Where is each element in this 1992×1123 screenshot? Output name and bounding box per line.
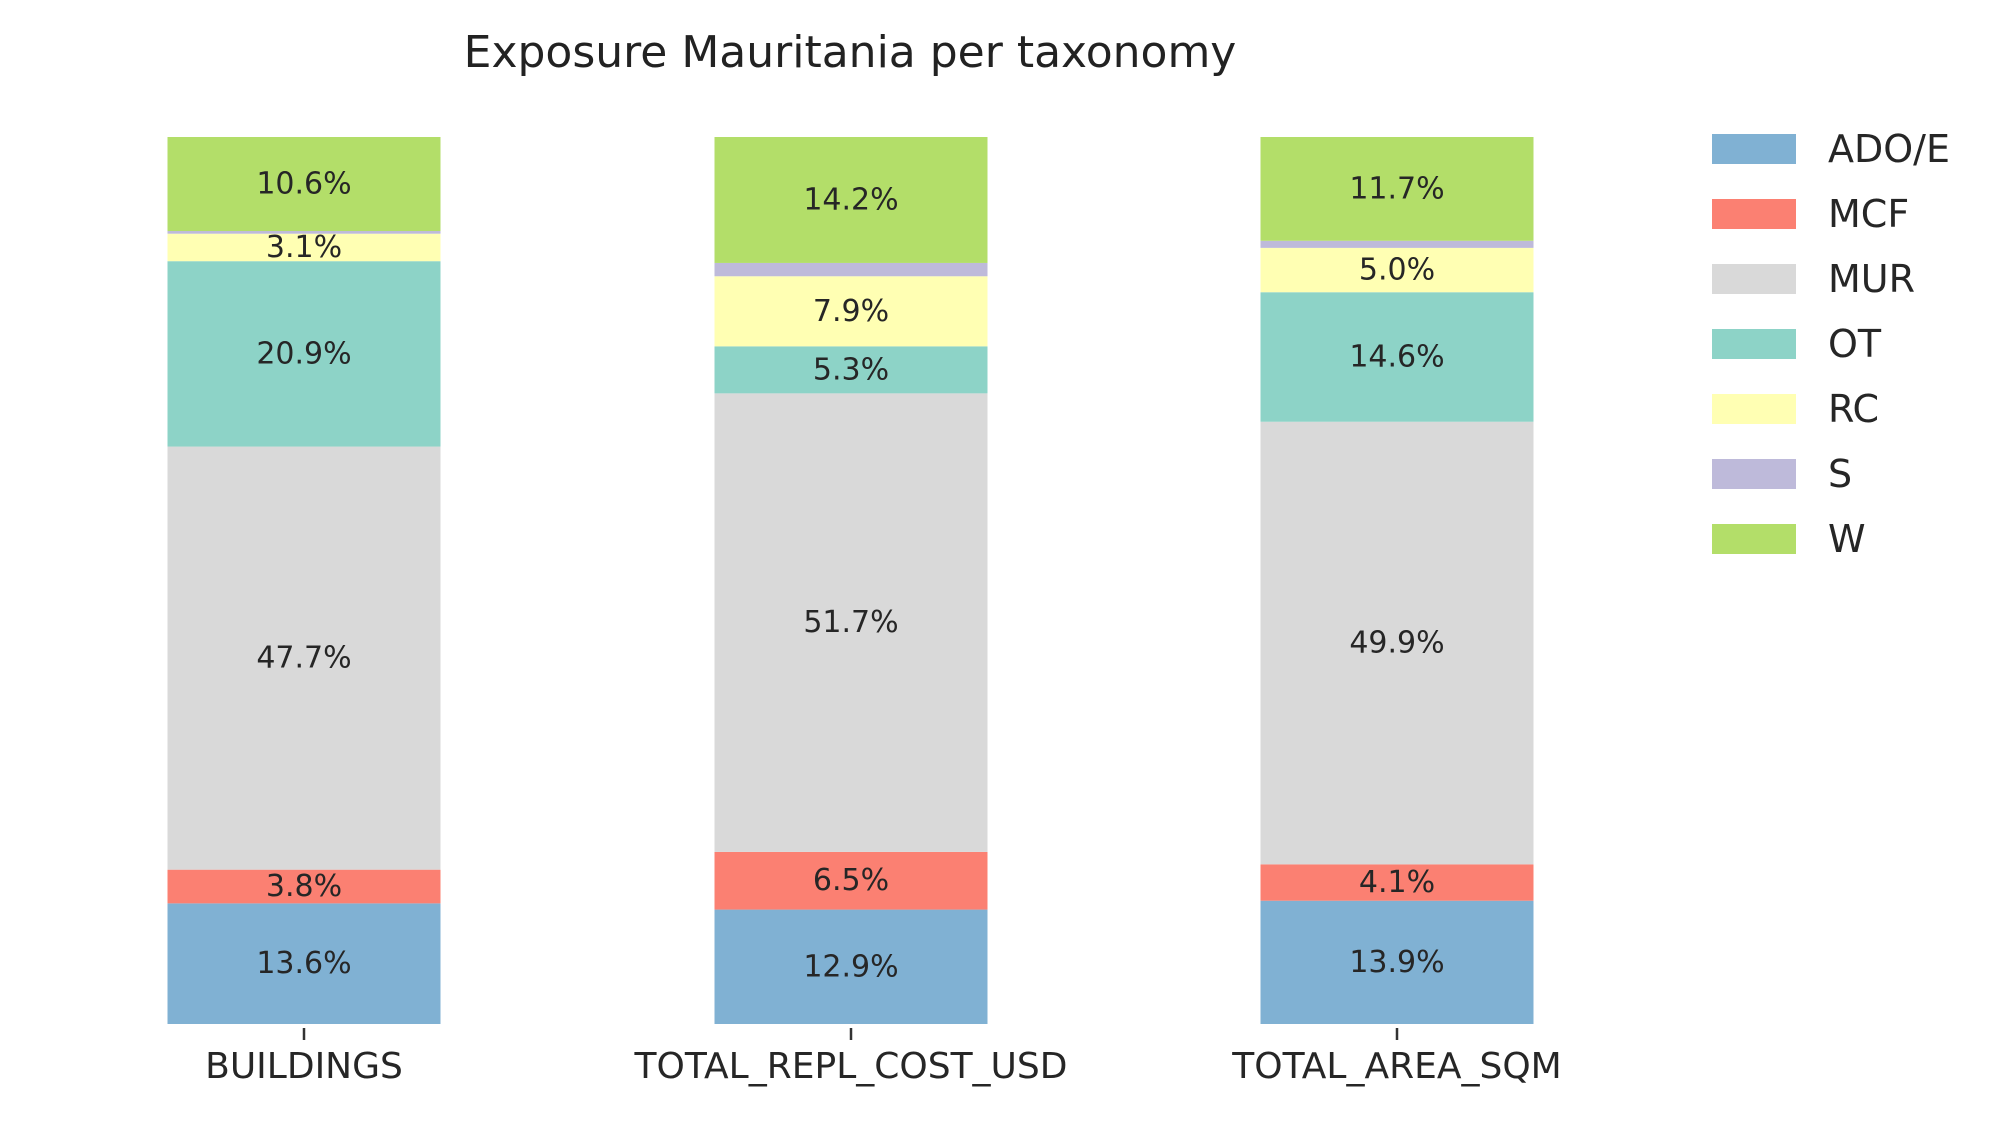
legend-label: RC	[1828, 387, 1879, 431]
bar-segment-ado-e-total-repl-cost-usd	[714, 909, 988, 1024]
legend-label: OT	[1828, 322, 1882, 366]
bar-segment-mcf-total-area-sqm	[1260, 864, 1534, 901]
data-label: 14.6%	[1349, 339, 1444, 374]
data-label: 11.7%	[1349, 171, 1444, 206]
bar-segment-w-total-repl-cost-usd	[714, 137, 988, 263]
legend-label: S	[1828, 452, 1852, 496]
bar-segment-ot-total-repl-cost-usd	[714, 346, 988, 394]
legend-swatch	[1712, 329, 1796, 359]
bar-segment-s-total-area-sqm	[1260, 240, 1534, 248]
x-tick-label: BUILDINGS	[205, 1046, 403, 1087]
data-label: 3.8%	[266, 869, 342, 904]
bar-segment-w-total-area-sqm	[1260, 137, 1534, 241]
legend-swatch	[1712, 394, 1796, 424]
bar-segment-s-buildings	[167, 231, 441, 234]
legend-swatch	[1712, 459, 1796, 489]
bar-segment-rc-buildings	[167, 233, 441, 262]
legend-label: ADO/E	[1828, 127, 1950, 171]
bar-segment-rc-total-repl-cost-usd	[714, 276, 988, 347]
legend-swatch	[1712, 524, 1796, 554]
legend-swatch	[1712, 264, 1796, 294]
bar-segment-w-buildings	[167, 137, 441, 232]
bar-segment-mcf-buildings	[167, 869, 441, 904]
bar-segment-mur-total-repl-cost-usd	[714, 393, 988, 852]
bar-segment-ado-e-buildings	[167, 903, 441, 1024]
bar-segment-ot-total-area-sqm	[1260, 292, 1534, 422]
legend: ADO/E MCF MUR OT RC SW	[1712, 127, 1950, 561]
bar-segment-rc-total-area-sqm	[1260, 247, 1534, 293]
legend-label: W	[1828, 517, 1866, 561]
legend-swatch	[1712, 199, 1796, 229]
data-label: 51.7%	[803, 605, 898, 640]
data-label: 4.1%	[1359, 865, 1435, 900]
bar-segment-s-total-repl-cost-usd	[714, 262, 988, 277]
legend-label: MCF	[1828, 192, 1909, 236]
bar-segment-mur-buildings	[167, 446, 441, 870]
legend-label: MUR	[1828, 257, 1915, 301]
data-label: 3.1%	[266, 230, 342, 265]
bar-segment-mur-total-area-sqm	[1260, 421, 1534, 865]
legend-swatch	[1712, 134, 1796, 164]
bar-segment-ot-buildings	[167, 261, 441, 447]
x-axis: BUILDINGS TOTAL_REPL_COST_USD TOTAL_AREA_S…	[205, 1028, 1562, 1087]
bar-segment-mcf-total-repl-cost-usd	[714, 851, 988, 910]
chart-title: Exposure Mauritania per taxonomy	[464, 27, 1237, 78]
bars-layer: 13.6% 3.8% 47.7% 20.9% 3.1% 10.6% 12.9% 6.5% 51.…	[167, 137, 1534, 1024]
x-tick-label: TOTAL_AREA_SQM	[1231, 1046, 1561, 1087]
data-label: 20.9%	[256, 336, 351, 371]
data-label: 10.6%	[256, 167, 351, 202]
x-tick-label: TOTAL_REPL_COST_USD	[634, 1046, 1068, 1087]
data-label: 49.9%	[1349, 626, 1444, 661]
data-label: 14.2%	[803, 182, 898, 217]
data-label: 5.0%	[1359, 253, 1435, 288]
data-label: 7.9%	[813, 294, 889, 329]
data-label: 13.6%	[256, 946, 351, 981]
data-label: 13.9%	[1349, 945, 1444, 980]
data-label: 6.5%	[813, 863, 889, 898]
data-label: 47.7%	[256, 641, 351, 676]
data-label: 12.9%	[803, 949, 898, 984]
data-label: 5.3%	[813, 352, 889, 387]
bar-segment-ado-e-total-area-sqm	[1260, 900, 1534, 1024]
